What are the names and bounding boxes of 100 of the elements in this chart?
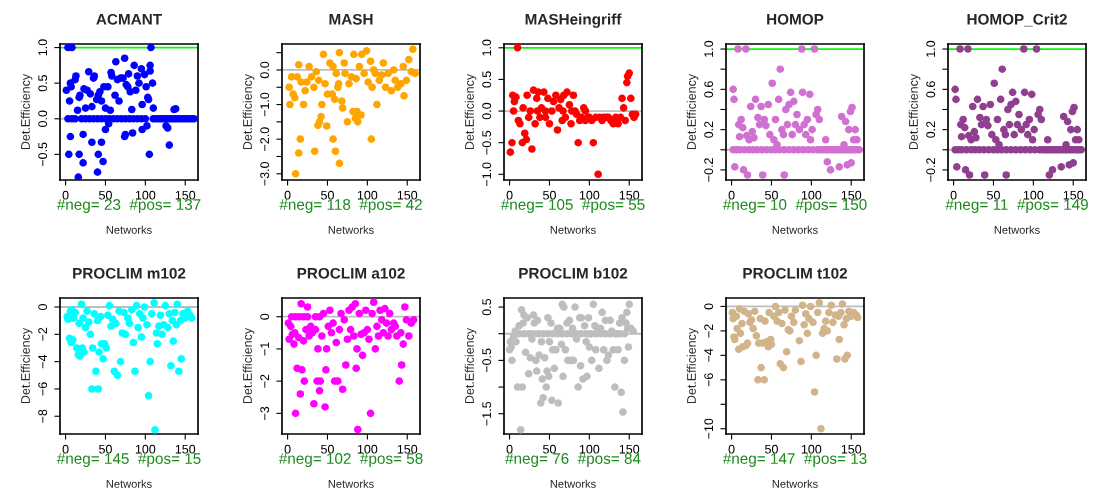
x-tick-label: 0 bbox=[62, 444, 69, 454]
y-tick-label: 0 bbox=[260, 313, 270, 320]
y-axis-title: Det.Efficiency bbox=[242, 327, 255, 404]
y-tick-label: 0.5 bbox=[482, 298, 492, 316]
y-tick-label: −1.0 bbox=[260, 92, 270, 117]
x-tick-label: 50 bbox=[765, 190, 778, 200]
x-tick-label: 0 bbox=[950, 190, 957, 200]
chart-title: PROCLIM m102 bbox=[73, 267, 186, 279]
x-tick-label: 0 bbox=[284, 190, 291, 200]
chart-title: HOMOP_Crit2 bbox=[967, 13, 1067, 27]
chart-title: ACMANT bbox=[96, 13, 162, 25]
y-axis-title: Det.Efficiency bbox=[686, 73, 699, 150]
y-tick-label: −3 bbox=[260, 406, 270, 420]
y-tick-label: −4 bbox=[704, 348, 713, 362]
x-axis-title: Networks bbox=[328, 225, 374, 234]
text: #neg= 11 #pos= 149 bbox=[945, 199, 1088, 213]
x-tick-label: 50 bbox=[99, 190, 112, 200]
y-tick-label: 0.6 bbox=[704, 81, 714, 98]
x-tick-label: 100 bbox=[579, 190, 600, 200]
y-tick-label: 0.0 bbox=[260, 61, 270, 79]
y-tick-label: 1.0 bbox=[482, 39, 492, 56]
y-tick-label: 0.6 bbox=[926, 81, 936, 98]
x-tick-label: 50 bbox=[543, 444, 556, 454]
y-tick-label: −10 bbox=[704, 418, 714, 439]
x-tick-label: 150 bbox=[619, 190, 640, 200]
y-tick-label: −2 bbox=[704, 324, 713, 338]
y-tick-label: −2 bbox=[260, 374, 269, 388]
x-tick-label: 150 bbox=[175, 444, 196, 454]
text: #neg= 147 #pos= 13 bbox=[722, 453, 867, 467]
x-tick-label: 0 bbox=[506, 190, 513, 200]
x-tick-label: 50 bbox=[543, 190, 556, 200]
x-tick-label: 150 bbox=[841, 444, 862, 454]
x-tick-label: 150 bbox=[1063, 190, 1084, 200]
x-tick-label: 150 bbox=[397, 444, 418, 454]
chart-title: MASHeingriff bbox=[525, 13, 622, 28]
x-tick-label: 0 bbox=[284, 444, 291, 454]
chart-title: PROCLIM a102 bbox=[297, 267, 405, 279]
y-axis-title: Det.Efficiency bbox=[242, 73, 255, 150]
x-tick-label: 150 bbox=[841, 190, 862, 200]
y-tick-label: −8 bbox=[38, 409, 48, 423]
text: #neg= 23 #pos= 137 bbox=[56, 199, 201, 213]
chart-title: PROCLIM t102 bbox=[743, 267, 848, 279]
y-tick-label: −2 bbox=[38, 327, 47, 341]
x-axis-title: Networks bbox=[772, 225, 818, 234]
x-tick-label: 0 bbox=[506, 444, 513, 454]
x-tick-label: 0 bbox=[728, 190, 735, 200]
chart-title: HOMOP bbox=[767, 13, 824, 25]
x-axis-title: Networks bbox=[772, 479, 818, 488]
chart-title: PROCLIM b102 bbox=[519, 267, 628, 279]
y-tick-label: −6 bbox=[38, 382, 48, 396]
y-tick-label: −1 bbox=[260, 342, 269, 356]
x-axis-title: Networks bbox=[994, 225, 1040, 234]
text: #neg= 102 #pos= 58 bbox=[278, 453, 423, 467]
y-tick-label: −0.5 bbox=[482, 130, 492, 155]
x-tick-label: 0 bbox=[728, 444, 735, 454]
y-tick-label: −2.0 bbox=[260, 127, 270, 151]
y-tick-label: 0.2 bbox=[704, 121, 714, 138]
y-tick-label: 0.2 bbox=[926, 121, 936, 138]
x-tick-label: 100 bbox=[1023, 190, 1044, 200]
y-tick-label: 1.0 bbox=[704, 40, 714, 57]
x-tick-label: 150 bbox=[619, 444, 640, 454]
y-axis-title: Det.Efficiency bbox=[20, 73, 33, 150]
x-tick-label: 50 bbox=[321, 444, 334, 454]
y-tick-label: 0.0 bbox=[482, 102, 492, 120]
y-tick-label: −0.5 bbox=[482, 348, 492, 373]
x-tick-label: 50 bbox=[99, 444, 112, 454]
chart-title: MASH bbox=[329, 13, 373, 25]
x-tick-label: 100 bbox=[357, 190, 378, 200]
x-tick-label: 100 bbox=[357, 444, 378, 454]
x-axis-title: Networks bbox=[328, 479, 374, 488]
y-axis-title: Det.Efficiency bbox=[464, 327, 477, 404]
x-tick-label: 50 bbox=[987, 190, 1000, 200]
y-tick-label: 0 bbox=[704, 303, 714, 310]
x-tick-label: 0 bbox=[62, 190, 69, 200]
text: #neg= 145 #pos= 15 bbox=[56, 453, 201, 467]
y-axis-title: Det.Efficiency bbox=[686, 327, 699, 404]
text: #neg= 76 #pos= 84 bbox=[505, 453, 641, 467]
x-axis-title: Networks bbox=[106, 225, 152, 234]
y-tick-label: 0 bbox=[38, 304, 48, 310]
y-tick-label: −3.0 bbox=[260, 161, 270, 186]
text: #neg= 10 #pos= 150 bbox=[722, 199, 867, 213]
y-tick-label: 1.0 bbox=[38, 39, 48, 56]
x-axis-title: Networks bbox=[106, 479, 152, 488]
y-tick-label: −4 bbox=[38, 354, 47, 369]
y-tick-label: −0.5 bbox=[38, 142, 48, 167]
x-tick-label: 150 bbox=[397, 190, 418, 200]
x-axis-title: Networks bbox=[550, 479, 596, 488]
y-tick-label: −0.2 bbox=[704, 158, 714, 182]
y-tick-label: 1.0 bbox=[926, 40, 936, 57]
y-tick-label: 0.5 bbox=[482, 71, 492, 88]
x-tick-label: 100 bbox=[135, 190, 156, 200]
y-axis-title: Det.Efficiency bbox=[464, 73, 477, 150]
x-tick-label: 50 bbox=[765, 444, 778, 454]
x-axis-title: Networks bbox=[550, 225, 596, 234]
y-tick-label: −0.2 bbox=[926, 158, 936, 182]
y-axis-title: Det.Efficiency bbox=[20, 327, 33, 404]
x-tick-label: 150 bbox=[175, 190, 196, 200]
y-tick-label: −1.5 bbox=[482, 401, 492, 426]
y-tick-label: −1.0 bbox=[482, 162, 492, 187]
x-tick-label: 100 bbox=[801, 444, 822, 454]
